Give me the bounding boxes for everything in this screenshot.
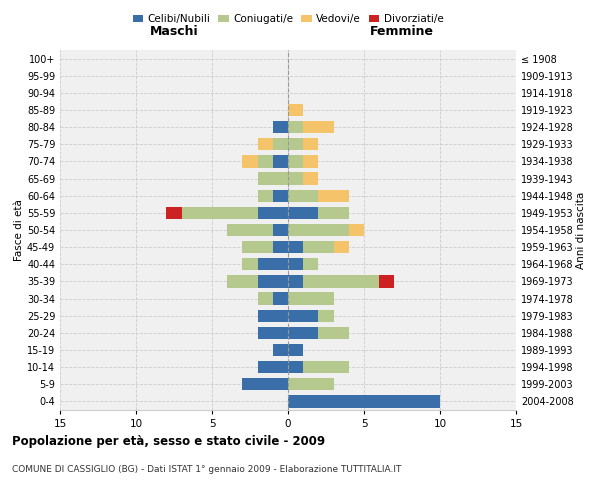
Bar [288,310,319,322]
Bar [379,276,394,287]
Bar [257,190,273,202]
Bar [273,241,288,254]
Text: Maschi: Maschi [149,25,199,38]
Text: Popolazione per età, sesso e stato civile - 2009: Popolazione per età, sesso e stato civil… [12,435,325,448]
Bar [288,396,440,407]
Bar [257,172,288,184]
Y-axis label: Anni di nascita: Anni di nascita [577,192,586,268]
Text: COMUNE DI CASSIGLIO (BG) - Dati ISTAT 1° gennaio 2009 - Elaborazione TUTTITALIA.: COMUNE DI CASSIGLIO (BG) - Dati ISTAT 1°… [12,465,401,474]
Bar [242,241,273,254]
Bar [257,361,288,374]
Text: Femmine: Femmine [370,25,434,38]
Bar [288,378,334,390]
Bar [288,138,303,150]
Bar [273,138,288,150]
Bar [242,258,257,270]
Bar [257,206,288,219]
Bar [349,224,364,236]
Bar [288,326,319,339]
Bar [288,172,303,184]
Bar [288,224,349,236]
Bar [257,292,273,304]
Bar [273,156,288,168]
Bar [303,241,334,254]
Bar [303,121,334,134]
Bar [303,156,319,168]
Bar [319,310,334,322]
Bar [319,326,349,339]
Bar [257,276,288,287]
Bar [242,156,257,168]
Bar [288,206,319,219]
Bar [288,190,319,202]
Bar [257,310,288,322]
Legend: Celibi/Nubili, Coniugati/e, Vedovi/e, Divorziati/e: Celibi/Nubili, Coniugati/e, Vedovi/e, Di… [128,10,448,29]
Bar [303,258,319,270]
Bar [288,104,303,116]
Bar [257,258,288,270]
Bar [303,138,319,150]
Bar [334,241,349,254]
Bar [273,190,288,202]
Bar [303,276,379,287]
Bar [288,156,303,168]
Bar [303,172,319,184]
Bar [303,361,349,374]
Bar [319,190,349,202]
Bar [273,121,288,134]
Y-axis label: Fasce di età: Fasce di età [14,199,24,261]
Bar [288,361,303,374]
Bar [227,276,257,287]
Bar [273,344,288,356]
Bar [288,292,334,304]
Bar [257,138,273,150]
Bar [257,156,273,168]
Bar [288,241,303,254]
Bar [166,206,182,219]
Bar [288,258,303,270]
Bar [288,121,303,134]
Bar [273,292,288,304]
Bar [242,378,288,390]
Bar [227,224,273,236]
Bar [182,206,257,219]
Bar [288,276,303,287]
Bar [288,344,303,356]
Bar [319,206,349,219]
Bar [257,326,288,339]
Bar [273,224,288,236]
